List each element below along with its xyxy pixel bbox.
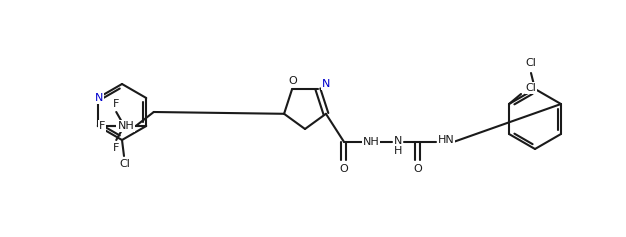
Text: Cl: Cl [526,58,536,68]
Text: N: N [95,93,103,103]
Text: Cl: Cl [120,159,130,169]
Text: O: O [289,76,297,86]
Text: H: H [394,146,402,156]
Text: F: F [113,99,120,109]
Text: N: N [394,136,402,146]
Text: O: O [414,164,423,174]
Text: O: O [339,164,348,174]
Text: F: F [99,121,105,131]
Text: NH: NH [362,137,379,147]
Text: HN: HN [438,135,454,145]
Text: Cl: Cl [526,83,536,93]
Text: NH: NH [118,121,134,131]
Text: N: N [322,79,330,89]
Text: F: F [113,143,120,153]
